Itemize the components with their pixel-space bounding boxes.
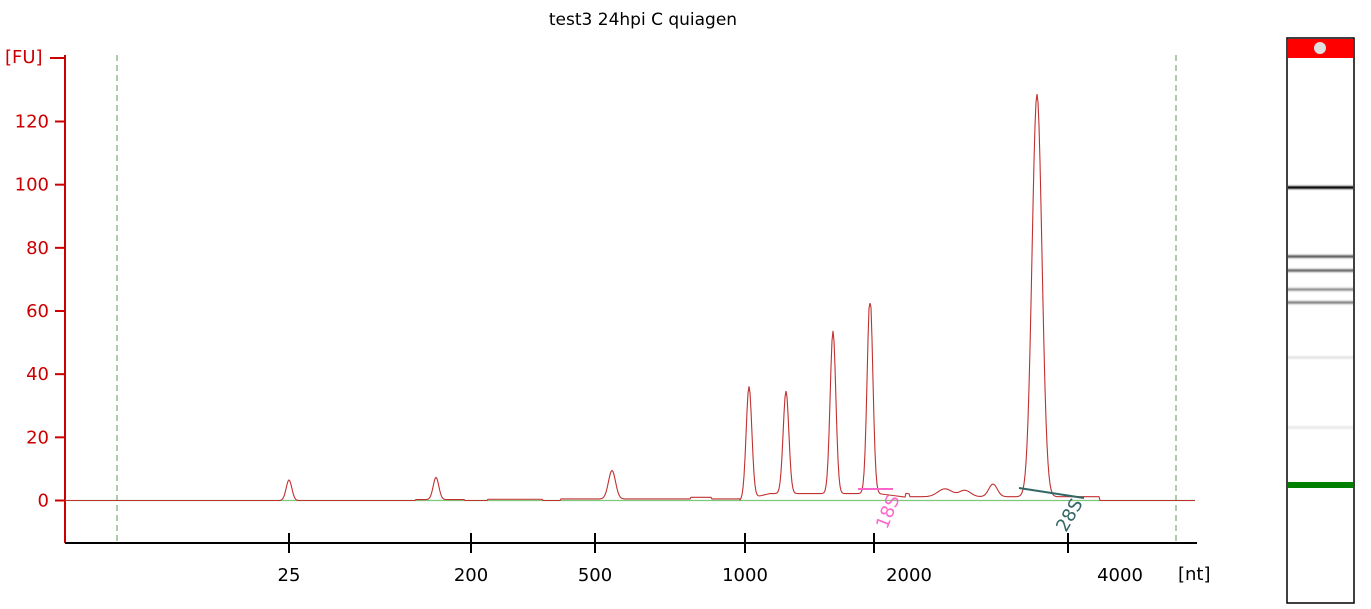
x-tick-label: 25: [278, 565, 301, 586]
gel-band: [1288, 270, 1353, 271]
gel-band: [1288, 190, 1353, 191]
y-ticks: 0 20 40 60 80 100 120: [15, 112, 65, 512]
x-tick-label: 500: [578, 565, 612, 586]
gel-band: [1288, 354, 1353, 355]
x-tick-label: 200: [454, 565, 488, 586]
gel-lower-marker: [1288, 482, 1353, 488]
gel-band: [1288, 185, 1353, 186]
gel-band: [1288, 291, 1353, 292]
gel-band: [1288, 184, 1353, 185]
y-tick-label: 120: [15, 112, 49, 133]
gel-band: [1288, 272, 1353, 273]
gel-band: [1288, 300, 1353, 301]
gel-band: [1288, 273, 1353, 274]
x-ticks: 25 200 500 1000 2000 4000: [278, 533, 1143, 586]
x-tick-label: 1000: [722, 565, 768, 586]
gel-band: [1288, 258, 1353, 259]
gel-bands: [1288, 184, 1353, 431]
gel-band: [1288, 425, 1353, 426]
gel-band: [1288, 188, 1353, 189]
y-tick-label: 60: [26, 301, 49, 322]
y-tick-label: 100: [15, 175, 49, 196]
gel-band: [1288, 269, 1353, 270]
y-tick-label: 0: [38, 491, 49, 512]
gel-band: [1288, 290, 1353, 291]
gel-band: [1288, 256, 1353, 257]
gel-band: [1288, 271, 1353, 272]
y-tick-label: 20: [26, 427, 49, 448]
gel-band: [1288, 186, 1353, 187]
gel-band: [1288, 189, 1353, 190]
gel-band: [1288, 358, 1353, 359]
gel-band: [1288, 303, 1353, 304]
gel-band: [1288, 305, 1353, 306]
chart-title: test3 24hpi C quiagen: [549, 10, 737, 30]
x-tick-label: 2000: [886, 565, 932, 586]
gel-band: [1288, 267, 1353, 268]
y-tick-label: 80: [26, 238, 49, 259]
gel-band: [1288, 429, 1353, 430]
annotation-18s-label: 18S: [872, 492, 904, 532]
gel-band: [1288, 187, 1353, 188]
y-axis-unit: [FU]: [5, 47, 43, 68]
gel-band: [1288, 292, 1353, 293]
gel-band: [1288, 427, 1353, 428]
gel-band: [1288, 430, 1353, 431]
gel-band: [1288, 299, 1353, 300]
gel-band: [1288, 359, 1353, 360]
gel-band: [1288, 304, 1353, 305]
y-tick-label: 40: [26, 364, 49, 385]
gel-band: [1288, 255, 1353, 256]
gel-lane: [1286, 37, 1355, 604]
gel-band: [1288, 424, 1353, 425]
x-tick-label: 4000: [1097, 565, 1143, 586]
gel-top-marker-dot: [1314, 42, 1326, 54]
annotation-18s: 18S: [858, 488, 905, 532]
x-axis-unit: [nt]: [1178, 564, 1211, 585]
gel-band: [1288, 426, 1353, 427]
gel-band: [1288, 259, 1353, 260]
trace-line: [65, 93, 1195, 502]
gel-band: [1288, 288, 1353, 289]
annotation-28s-label: 28S: [1052, 495, 1087, 535]
gel-band: [1288, 355, 1353, 356]
gel-band: [1288, 257, 1353, 258]
gel-band: [1288, 301, 1353, 302]
gel-band: [1288, 357, 1353, 358]
gel-band: [1288, 289, 1353, 290]
gel-band: [1288, 360, 1353, 361]
gel-band: [1288, 356, 1353, 357]
gel-band: [1288, 428, 1353, 429]
gel-band: [1288, 286, 1353, 287]
gel-band: [1288, 253, 1353, 254]
gel-band: [1288, 254, 1353, 255]
gel-band: [1288, 268, 1353, 269]
gel-band: [1288, 287, 1353, 288]
gel-band: [1288, 302, 1353, 303]
